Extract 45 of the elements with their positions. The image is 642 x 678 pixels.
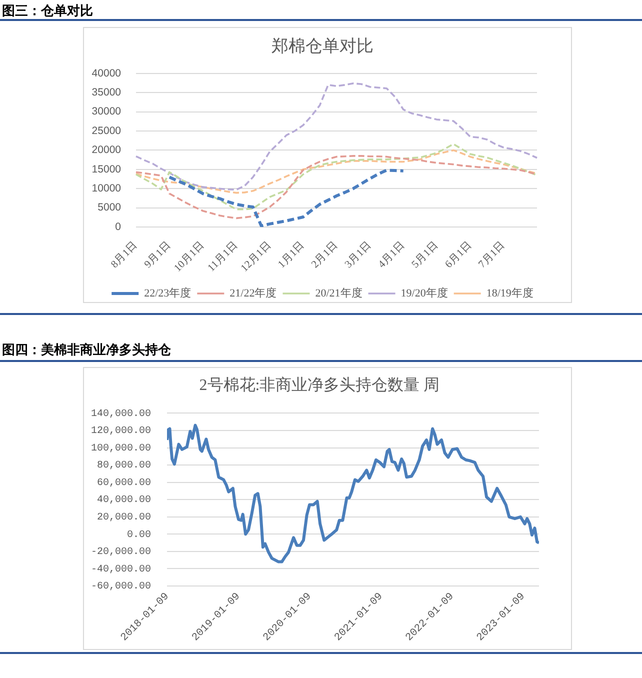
y-tick-label: -60,000.00 bbox=[90, 582, 151, 593]
x-tick-label: 3月1日 bbox=[342, 239, 374, 270]
x-tick-label: 6月1日 bbox=[442, 239, 474, 270]
line-series bbox=[135, 149, 538, 194]
x-tick-label: 7月1日 bbox=[476, 239, 508, 270]
x-tick-label: 5月1日 bbox=[409, 239, 441, 270]
y-tick-label: 80,000.00 bbox=[96, 460, 151, 472]
x-tick-label: 8月1日 bbox=[108, 239, 140, 270]
line-series bbox=[135, 143, 538, 210]
y-tick-label: 0.00 bbox=[126, 530, 151, 541]
x-tick-label: 10月1日 bbox=[172, 239, 207, 274]
legend-label: 19/20年度 bbox=[400, 286, 448, 300]
chart-title: 图四：美棉非商业净多头持仓 bbox=[2, 342, 171, 359]
y-tick-label: 5000 bbox=[98, 202, 122, 214]
y-tick-label: 25000 bbox=[92, 124, 122, 137]
x-tick-label: 11月1日 bbox=[205, 239, 240, 274]
y-tick-label: 15000 bbox=[92, 163, 122, 176]
y-tick-label: -40,000.00 bbox=[90, 564, 151, 576]
chart-title: 图三：仓单对比 bbox=[2, 3, 93, 20]
y-tick-label: 30000 bbox=[92, 106, 122, 118]
chart-subtitle: 郑棉仓单对比 bbox=[272, 36, 374, 57]
legend-label: 21/22年度 bbox=[230, 286, 277, 300]
x-tick-label: 1月1日 bbox=[276, 239, 308, 270]
y-tick-label: 20000 bbox=[92, 144, 122, 156]
x-tick-label: 9月1日 bbox=[142, 239, 174, 270]
y-tick-label: 100,000.00 bbox=[90, 443, 151, 454]
y-tick-label: 10000 bbox=[92, 182, 122, 194]
line-series bbox=[168, 168, 405, 227]
y-tick-label: 0 bbox=[115, 220, 122, 233]
y-tick-label: 40,000.00 bbox=[96, 495, 151, 506]
y-tick-label: 35000 bbox=[92, 86, 122, 98]
x-tick-label: 2月1日 bbox=[309, 239, 341, 270]
x-tick-label: 4月1日 bbox=[376, 239, 408, 270]
legend-label: 22/23年度 bbox=[144, 286, 192, 300]
legend-label: 20/21年度 bbox=[315, 286, 362, 300]
chart-subtitle: 2号棉花:非商业净多头持仓数量 周 bbox=[199, 376, 440, 394]
y-tick-label: -20,000.00 bbox=[90, 547, 151, 558]
legend-label: 18/19年度 bbox=[486, 286, 534, 300]
x-tick-label: 12月1日 bbox=[238, 239, 274, 274]
y-tick-label: 40000 bbox=[92, 67, 122, 80]
y-tick-label: 120,000.00 bbox=[90, 426, 151, 438]
line-series bbox=[135, 82, 538, 191]
y-tick-label: 140,000.00 bbox=[90, 408, 151, 420]
y-tick-label: 60,000.00 bbox=[96, 478, 151, 489]
y-tick-label: 20,000.00 bbox=[96, 512, 151, 524]
